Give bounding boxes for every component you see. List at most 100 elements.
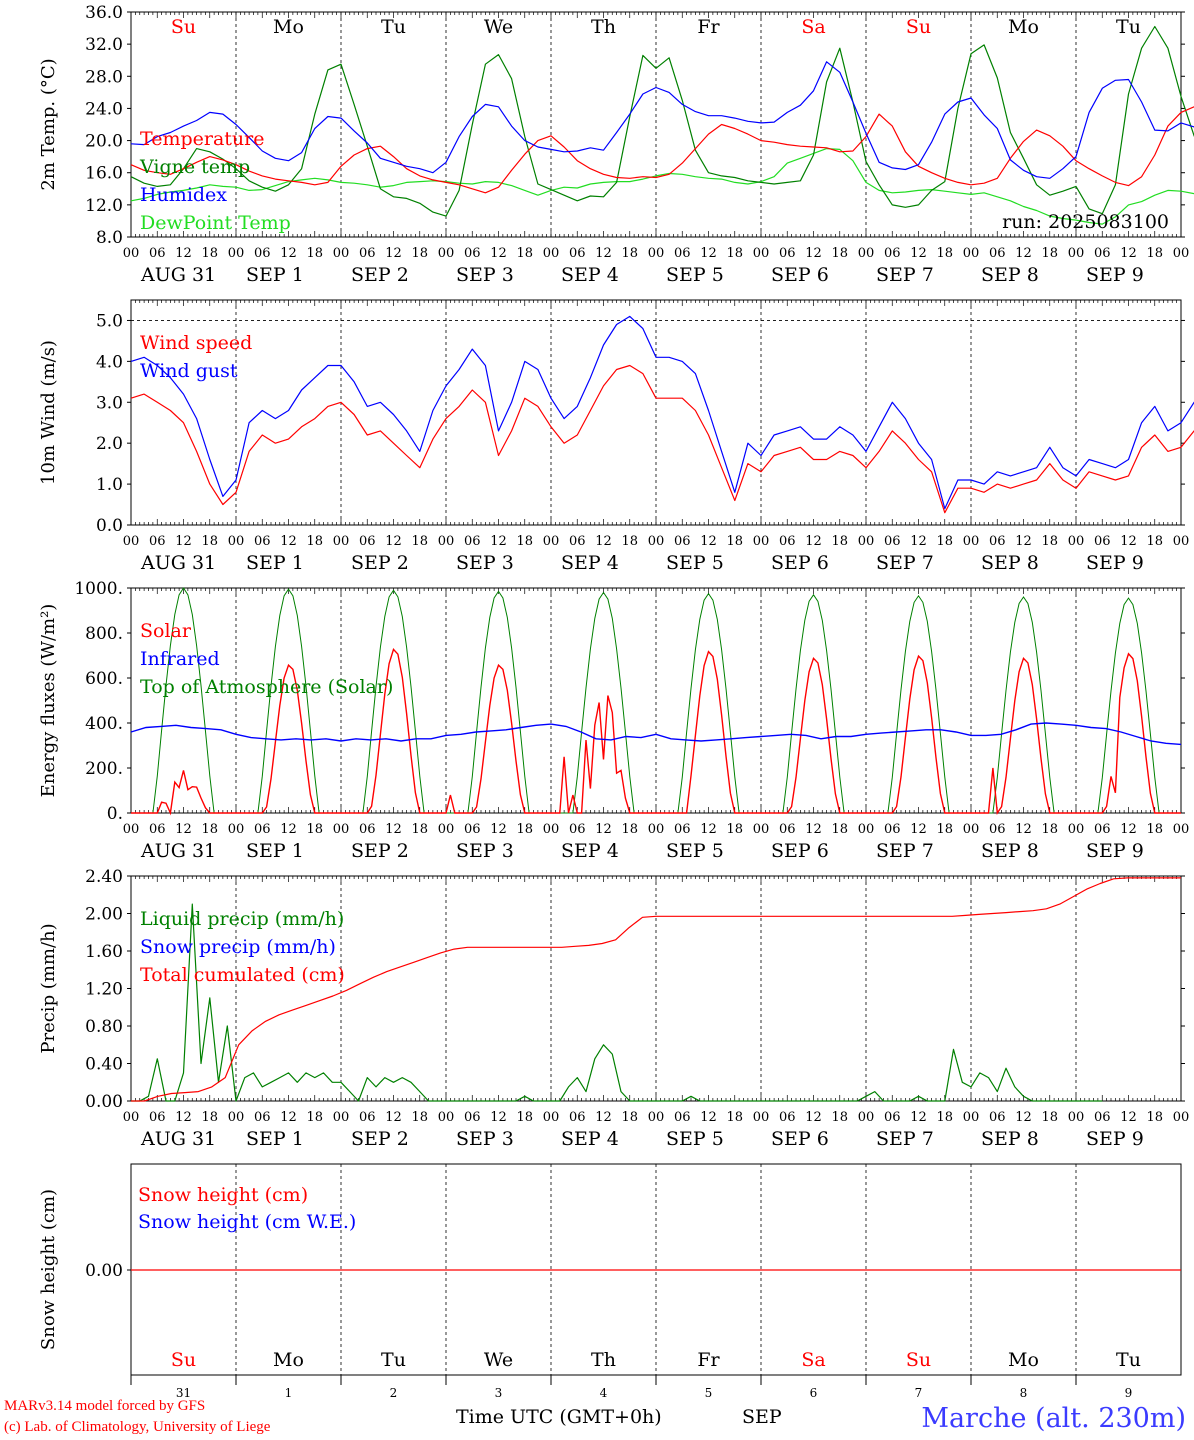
hour-label: 06 [569,534,586,549]
date-label: SEP 7 [876,840,934,862]
date-label: SEP 7 [876,552,934,574]
hour-label: 06 [989,246,1006,261]
hour-label: 12 [1120,534,1137,549]
hour-label: 18 [1146,822,1163,837]
temperature-axis: 8.0 12.0 16.0 20.0 24.0 28.0 32.0 36.0 2m Temp. … [38,3,1185,248]
hour-label: 06 [674,246,691,261]
date-label: SEP 3 [456,264,514,286]
hour-label: 12 [700,246,717,261]
hour-label: 06 [359,246,376,261]
y-tick-label: 0.80 [85,1017,123,1037]
panel-frame [130,587,1182,814]
hour-label: 06 [884,822,901,837]
date-label: SEP 7 [876,1128,934,1150]
hour-label: 18 [936,246,953,261]
hour-label: 00 [228,822,245,837]
date-label: SEP 9 [1086,264,1144,286]
hour-label: 12 [805,534,822,549]
hour-label: 18 [1146,1110,1163,1125]
lab-credit: (c) Lab. of Climatology, University of L… [4,1419,271,1435]
legend-total-cumulated-cm-: Total cumulated (cm) [140,964,345,986]
series-liquid-precip [131,903,1103,1102]
date-label: SEP 2 [351,840,409,862]
y-tick-label: 3.0 [96,393,123,413]
hour-label: 00 [963,822,980,837]
hour-label: 06 [989,1110,1006,1125]
date-label: SEP 9 [1086,840,1144,862]
day-name: We [484,1349,513,1371]
series-dewpoint-temp [130,148,1194,225]
hour-label: 18 [621,1110,638,1125]
hour-label: 12 [595,246,612,261]
legend-humidex: Humidex [140,184,227,206]
date-label: SEP 8 [981,552,1039,574]
hour-label: 06 [359,1110,376,1125]
hour-label: 18 [411,1110,428,1125]
hour-label: 12 [385,246,402,261]
hour-label: 18 [411,246,428,261]
hour-label: 06 [989,822,1006,837]
hour-label: 18 [411,534,428,549]
y-tick-label: 0.40 [85,1055,123,1075]
series-temperature [130,106,1194,194]
day-name: Sa [801,1349,825,1371]
legend-wind-speed: Wind speed [140,332,252,354]
hour-label: 18 [621,534,638,549]
hour-label: 12 [700,534,717,549]
hour-label: 12 [280,1110,297,1125]
hour-label: 06 [569,246,586,261]
hour-label: 12 [1015,822,1032,837]
hour-label: 00 [753,822,770,837]
hour-label: 12 [385,534,402,549]
y-tick-label: 16.0 [85,164,123,184]
y-axis-label: 2m Temp. (°C) [38,58,59,190]
date-label: SEP 2 [351,264,409,286]
hour-label: 00 [1068,246,1085,261]
date-label: SEP 6 [771,840,829,862]
hour-label: 12 [910,1110,927,1125]
y-tick-label: 1.20 [85,980,123,1000]
model-credit: MARv3.14 model forced by GFS [4,1398,206,1414]
hour-label: 06 [254,534,271,549]
y-tick-label: 1.0 [96,475,123,495]
date-label: SEP 3 [456,552,514,574]
y-tick-label: 28.0 [85,67,123,87]
date-label: SEP 8 [981,264,1039,286]
hour-label: 06 [779,534,796,549]
hour-label: 18 [306,1110,323,1125]
hour-label: 00 [123,822,140,837]
hour-label: 12 [175,1110,192,1125]
hour-label: 18 [201,1110,218,1125]
hour-label: 00 [228,1110,245,1125]
date-label: SEP 3 [456,1128,514,1150]
hour-label: 06 [149,246,166,261]
hour-label: 12 [280,246,297,261]
legend-top-of-atmosphere-solar-: Top of Atmosphere (Solar) [140,676,393,698]
y-tick-label: 5.0 [96,311,123,331]
y-tick-label: 2.40 [85,867,123,887]
hour-label: 12 [805,1110,822,1125]
day-name: Tu [1116,16,1141,38]
day-number: 5 [705,1386,713,1400]
day-name: Th [591,16,616,38]
date-label: SEP 6 [771,1128,829,1150]
hour-label: 18 [516,246,533,261]
hour-label: 06 [884,534,901,549]
hour-label: 06 [884,246,901,261]
hour-label: 06 [254,1110,271,1125]
day-number: 6 [810,1386,818,1400]
hour-label: 06 [149,1110,166,1125]
y-tick-label: 0.0 [96,516,123,536]
day-name: Su [906,1349,931,1371]
hour-label: 12 [700,1110,717,1125]
hour-label: 12 [490,822,507,837]
series-vigne-temp [130,25,1194,217]
date-label: SEP 4 [561,1128,619,1150]
date-label: SEP 2 [351,552,409,574]
date-label: SEP 8 [981,1128,1039,1150]
legend-snow-precip-mm-h-: Snow precip (mm/h) [140,936,336,958]
hour-label: 18 [936,1110,953,1125]
hour-label: 06 [1094,1110,1111,1125]
